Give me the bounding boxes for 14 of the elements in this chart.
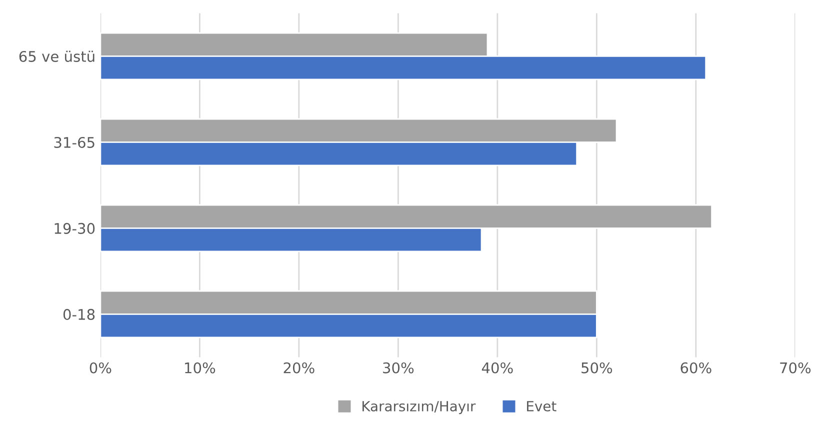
x-tick-label: 10% <box>185 362 216 374</box>
x-tick-label: 70% <box>780 362 811 374</box>
x-tick-label: 20% <box>284 362 314 374</box>
x-tick-label: 50% <box>582 362 612 374</box>
legend-label: Evet <box>527 401 556 412</box>
x-tick-label: 0% <box>90 362 112 374</box>
x-tick-label: 30% <box>383 362 414 374</box>
x-tick-label: 40% <box>482 362 513 374</box>
y-tick-label: 65 ve üstü <box>19 50 94 62</box>
y-tick-label: 31-65 <box>54 136 94 148</box>
legend-label: Kararsızım/Hayır <box>362 401 476 414</box>
y-tick-label: 19-30 <box>54 222 95 234</box>
y-tick-label: 0-18 <box>63 308 95 320</box>
x-tick-label: 60% <box>680 362 712 374</box>
